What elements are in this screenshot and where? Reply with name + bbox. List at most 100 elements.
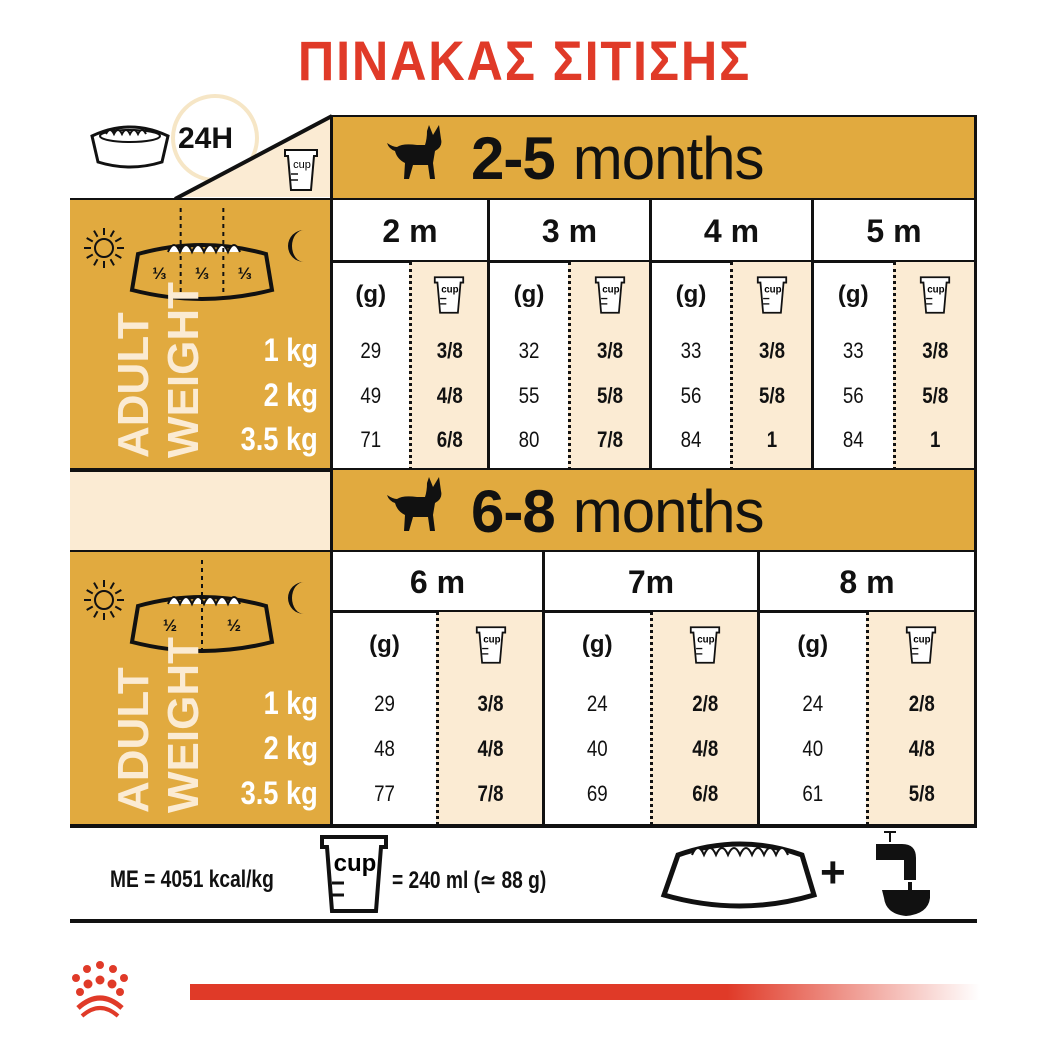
feeding-schedule-panel: ⅓ ⅓ ⅓ ADULT WEIGHT 1 kg 2 kg 3.5 kg <box>70 200 330 470</box>
grams-unit-label: (g) <box>355 281 387 308</box>
cups-value: 6/8 <box>436 427 463 452</box>
grams-value: 40 <box>586 736 608 761</box>
grams-value: 61 <box>802 781 824 806</box>
weight-label: WEIGHT <box>159 637 208 813</box>
grams-unit-label: (g) <box>581 631 613 658</box>
bowl-portion-label: ⅓ <box>237 264 252 283</box>
cups-value: 4/8 <box>436 383 463 408</box>
grams-unit-label: (g) <box>369 631 400 658</box>
divider-line <box>330 610 545 613</box>
adult-weight-value: 1 kg <box>263 332 318 368</box>
adult-weight-value: 3.5 kg <box>240 421 318 457</box>
cups-value: 1 <box>766 427 778 452</box>
month-column: (g) 33 56 84 cup 3/8 5/8 1 <box>652 262 814 470</box>
age-band-title: 6-8 months <box>383 470 765 552</box>
cups-value: 5/8 <box>596 383 624 408</box>
grams-column: (g) 24 40 61 <box>760 612 866 825</box>
month-column: (g) 33 56 84 cup 3/8 5/8 1 <box>814 262 977 470</box>
grams-value: 69 <box>586 781 608 806</box>
grams-value: 77 <box>374 781 395 806</box>
cups-value: 1 <box>929 427 940 452</box>
grams-value: 56 <box>842 383 864 408</box>
cup-icon: cup <box>756 262 788 328</box>
cup-icon: cup <box>320 835 388 913</box>
month-column: (g) 29 49 71 cup 3/8 4/8 6/8 <box>330 262 490 470</box>
cup-icon: cup <box>284 149 318 191</box>
bowl-icon <box>90 125 170 169</box>
svg-text:cup: cup <box>483 634 500 645</box>
cups-value: 2/8 <box>908 691 935 716</box>
weight-label: WEIGHT <box>159 282 208 458</box>
adult-label: ADULT <box>109 667 158 813</box>
svg-text:cup: cup <box>697 634 714 645</box>
royal-canin-crown-icon <box>72 961 128 1018</box>
cup-icon: cup <box>594 262 626 328</box>
cups-column: cup 3/8 4/8 7/8 <box>436 612 542 825</box>
grams-unit-label: (g) <box>513 281 545 308</box>
grams-value: 71 <box>360 427 382 452</box>
moon-icon <box>282 580 310 621</box>
dog-icon <box>383 473 453 549</box>
month-column: (g) 24 40 69 cup 2/8 4/8 6/8 <box>545 612 760 825</box>
svg-text:cup: cup <box>441 284 458 295</box>
month-header: 7m <box>545 552 760 612</box>
age-unit: months <box>572 125 765 192</box>
cups-value: 3/8 <box>921 338 948 363</box>
grams-value: 49 <box>360 383 382 408</box>
cup-icon: cup <box>689 612 721 678</box>
cups-value: 3/8 <box>436 338 463 363</box>
age-band-title: 2-5 months <box>383 117 765 200</box>
grams-value: 80 <box>518 427 540 452</box>
divider-line <box>760 610 977 613</box>
svg-text:cup: cup <box>334 850 377 877</box>
cups-value: 4/8 <box>691 736 718 761</box>
grams-unit-label: (g) <box>797 631 829 658</box>
sun-icon <box>82 226 126 275</box>
grams-value: 55 <box>518 383 540 408</box>
adult-weight-value: 3.5 kg <box>240 775 318 811</box>
grams-column: (g) 32 55 80 <box>490 262 568 470</box>
brand-bar <box>190 984 980 1000</box>
svg-text:cup: cup <box>913 634 930 645</box>
grams-value: 40 <box>802 736 824 761</box>
adult-weight-value: 2 kg <box>263 377 318 413</box>
divider-line <box>814 260 977 263</box>
svg-text:cup: cup <box>602 284 619 295</box>
cups-column: cup 2/8 4/8 6/8 <box>649 612 757 825</box>
grams-value: 33 <box>842 338 864 363</box>
cup-icon: cup <box>475 612 507 678</box>
grams-column: (g) 33 56 84 <box>814 262 893 470</box>
left-spacer <box>70 470 330 552</box>
grams-column: (g) 29 48 77 <box>333 612 436 825</box>
cups-value: 6/8 <box>691 781 718 806</box>
bowl-portion-label: ½ <box>162 616 178 635</box>
grams-column: (g) 29 49 71 <box>333 262 409 470</box>
adult-label: ADULT <box>109 312 158 458</box>
energy-value: ME = 4051 kcal/kg <box>110 866 274 893</box>
grams-value: 56 <box>680 383 702 408</box>
cups-value: 4/8 <box>908 736 935 761</box>
grams-value: 33 <box>680 338 702 363</box>
month-header: 2 m <box>330 200 490 262</box>
cups-value: 3/8 <box>477 691 504 716</box>
age-band-header: 6-8 months <box>330 470 977 552</box>
split-bowl-icon <box>128 560 276 656</box>
month-column: (g) 24 40 61 cup 2/8 4/8 5/8 <box>760 612 977 825</box>
cups-column: cup 3/8 5/8 7/8 <box>568 262 649 470</box>
cups-value: 4/8 <box>477 736 504 761</box>
page-title: ΠΙΝΑΚΑΣ ΣΙΤΙΣΗΣ <box>297 29 752 92</box>
svg-text:cup: cup <box>927 284 944 295</box>
daily-label: 24H <box>178 122 234 155</box>
divider-line <box>490 260 652 263</box>
cup-icon: cup <box>919 262 951 328</box>
bowl-portion-label: ⅓ <box>152 264 167 283</box>
age-unit: months <box>572 477 765 545</box>
cups-value: 3/8 <box>596 338 624 363</box>
sun-icon <box>82 578 126 627</box>
cups-column: cup 3/8 5/8 1 <box>892 262 974 470</box>
grams-value: 84 <box>680 427 702 452</box>
cups-value: 7/8 <box>477 781 504 806</box>
divider-line <box>545 610 760 613</box>
month-header: 4 m <box>652 200 814 262</box>
cups-column: cup 3/8 5/8 1 <box>730 262 811 470</box>
